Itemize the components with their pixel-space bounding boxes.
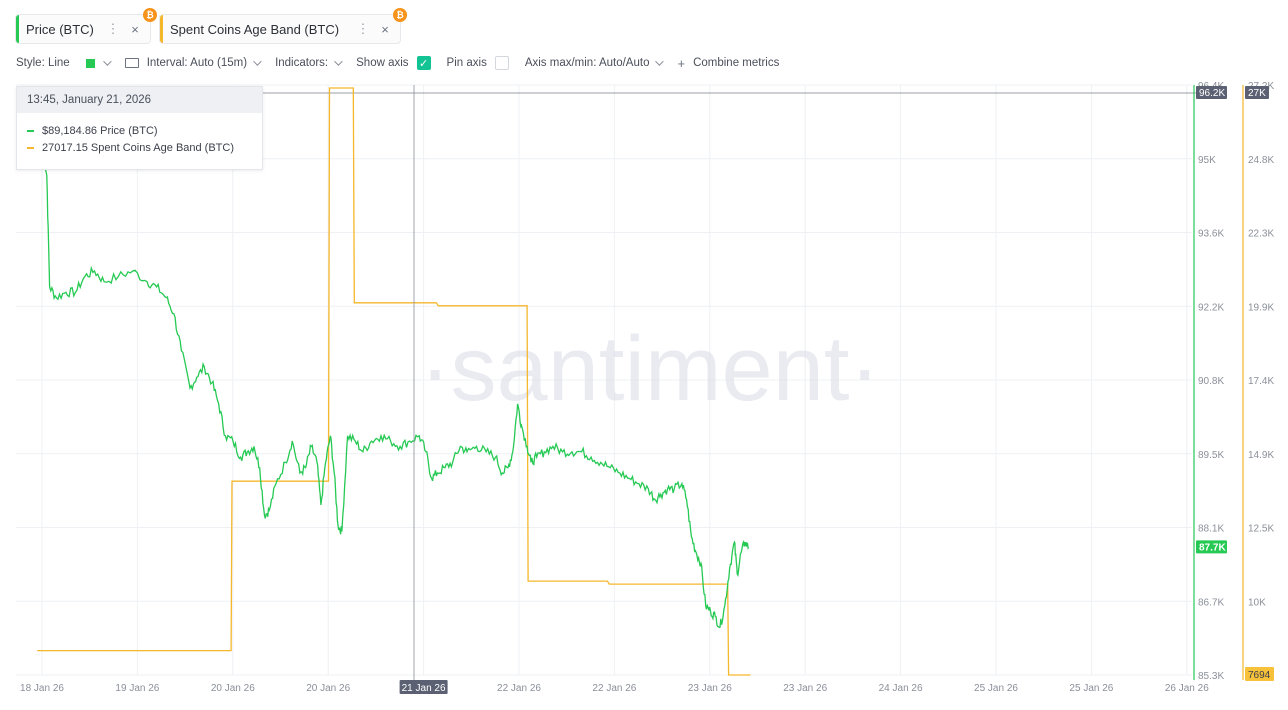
price-tick-label: 93.6K	[1198, 229, 1224, 240]
series-line-price	[41, 148, 750, 629]
price-tick-label: 85.3K	[1198, 671, 1224, 682]
chevron-down-icon	[655, 57, 665, 66]
bitcoin-icon: ₿	[143, 8, 157, 22]
indicators-label: Indicators:	[275, 57, 329, 69]
show-axis-toggle[interactable]: Show axis ✓	[356, 56, 431, 70]
legend-marker-price	[27, 129, 34, 132]
style-dropdown[interactable]: Style: Line	[16, 57, 70, 69]
metric-color-accent	[160, 15, 163, 43]
price-tick-label: 95K	[1198, 155, 1216, 166]
x-tick-label: 18 Jan 26	[20, 683, 64, 694]
combine-metrics-button[interactable]: + Combine metrics	[677, 56, 779, 71]
tooltip-spent-value: 27017.15 Spent Coins Age Band (BTC)	[42, 141, 235, 154]
metric-tab-label: Spent Coins Age Band (BTC)	[170, 21, 340, 37]
series-line-spent-coins	[37, 87, 751, 676]
price-tick-label: 90.8K	[1198, 376, 1224, 387]
pin-axis-checkbox[interactable]	[494, 56, 509, 70]
series-layer	[37, 87, 751, 676]
price-current-label: 87.7K	[1199, 542, 1226, 553]
show-axis-checkbox[interactable]: ✓	[416, 56, 431, 70]
style-label: Style: Line	[16, 57, 70, 69]
spent-bottom-label: 7694	[1248, 670, 1271, 681]
color-swatch	[85, 58, 95, 68]
spent-axis: 27.2K24.8K22.3K19.9K17.4K14.9K12.5K10K27…	[1242, 81, 1274, 681]
combine-metrics-label: Combine metrics	[693, 57, 780, 69]
spent-top-label: 27K	[1248, 88, 1266, 99]
pin-axis-toggle[interactable]: Pin axis	[447, 56, 509, 70]
crosshair-tooltip: 13:45, January 21, 2026 $89,184.86 Price…	[16, 86, 263, 170]
x-axis: 18 Jan 26 19 Jan 26 20 Jan 26 20 Jan 26 21 J…	[20, 680, 1209, 694]
pin-axis-label: Pin axis	[446, 57, 487, 69]
x-tick-label: 25 Jan 26	[974, 683, 1018, 694]
spent-tick-label: 17.4K	[1248, 376, 1274, 387]
spent-tick-label: 10K	[1248, 597, 1266, 608]
tooltip-price-value: $89,184.86 Price (BTC)	[42, 124, 158, 137]
show-axis-label: Show axis	[356, 57, 409, 69]
spent-top-badge	[1245, 86, 1269, 99]
tooltip-row-spent: 27017.15 Spent Coins Age Band (BTC)	[17, 139, 262, 156]
legend-marker-spent	[27, 146, 34, 149]
metric-tab-spent-coins[interactable]: Spent Coins Age Band (BTC) ⋮ × ₿	[159, 8, 407, 44]
price-tick-label: 86.7K	[1198, 597, 1224, 608]
x-highlight-badge	[399, 680, 448, 694]
spent-tick-label: 22.3K	[1248, 229, 1274, 240]
x-tick-label: 24 Jan 26	[879, 683, 923, 694]
x-tick-label: 25 Jan 26	[1069, 683, 1113, 694]
plus-icon: +	[677, 55, 686, 71]
spent-tick-label: 19.9K	[1248, 302, 1274, 313]
more-options-icon[interactable]: ⋮	[106, 21, 120, 36]
axis-maxmin-label: Axis max/min: Auto/Auto	[524, 57, 650, 69]
interval-label: Interval: Auto (15m)	[146, 57, 248, 69]
color-picker[interactable]	[85, 57, 112, 68]
price-tick-label: 89.5K	[1198, 450, 1224, 461]
tooltip-row-price: $89,184.86 Price (BTC)	[17, 122, 262, 139]
chevron-down-icon	[253, 57, 262, 66]
more-options-icon[interactable]: ⋮	[356, 21, 370, 36]
spent-tick-label: 14.9K	[1248, 450, 1274, 461]
bitcoin-icon: ₿	[393, 8, 407, 22]
spent-tick-label: 24.8K	[1248, 155, 1274, 166]
chart-toolbar: Style: Line Interval: Auto (15m) Indicat…	[16, 54, 795, 72]
x-tick-label: 23 Jan 26	[688, 683, 732, 694]
metric-tab-price[interactable]: Price (BTC) ⋮ × ₿	[15, 8, 157, 44]
x-tick-label: 19 Jan 26	[115, 683, 159, 694]
price-tick-label: 88.1K	[1198, 524, 1224, 535]
price-tick-label: 92.2K	[1198, 302, 1224, 313]
x-tick-label: 23 Jan 26	[783, 683, 827, 694]
x-tick-label: 20 Jan 26	[306, 683, 350, 694]
price-current-badge	[1196, 540, 1227, 554]
spent-bottom-badge	[1245, 667, 1274, 681]
x-tick-label: 26 Jan 26	[1165, 683, 1209, 694]
price-axis: 96.4K95K93.6K92.2K90.8K89.5K88.1K86.7K85…	[1193, 81, 1227, 682]
price-top-badge	[1196, 86, 1227, 99]
santiment-watermark: ·santiment·	[420, 318, 880, 420]
price-chart[interactable]: ·santiment· 96.4K95K93.6K92.2K90.8K89.5K…	[0, 80, 1288, 710]
close-icon[interactable]: ×	[381, 21, 389, 37]
metric-color-accent	[16, 15, 19, 43]
indicators-dropdown[interactable]: Indicators:	[275, 57, 343, 69]
close-icon[interactable]: ×	[131, 21, 139, 37]
x-tick-label: 22 Jan 26	[592, 683, 636, 694]
price-top-label: 96.2K	[1199, 88, 1225, 99]
chevron-down-icon	[334, 57, 343, 66]
axis-maxmin-dropdown[interactable]: Axis max/min: Auto/Auto	[524, 57, 665, 69]
interval-dropdown[interactable]: Interval: Auto (15m)	[124, 57, 262, 69]
chevron-down-icon	[102, 57, 112, 66]
x-tick-label-highlight: 21 Jan 26	[402, 683, 446, 694]
spent-tick-label: 12.5K	[1248, 524, 1274, 535]
tooltip-date: 13:45, January 21, 2026	[17, 87, 262, 113]
metric-tab-label: Price (BTC)	[26, 21, 94, 37]
x-tick-label: 22 Jan 26	[497, 683, 541, 694]
x-tick-label: 20 Jan 26	[211, 683, 255, 694]
calendar-icon	[124, 58, 139, 68]
